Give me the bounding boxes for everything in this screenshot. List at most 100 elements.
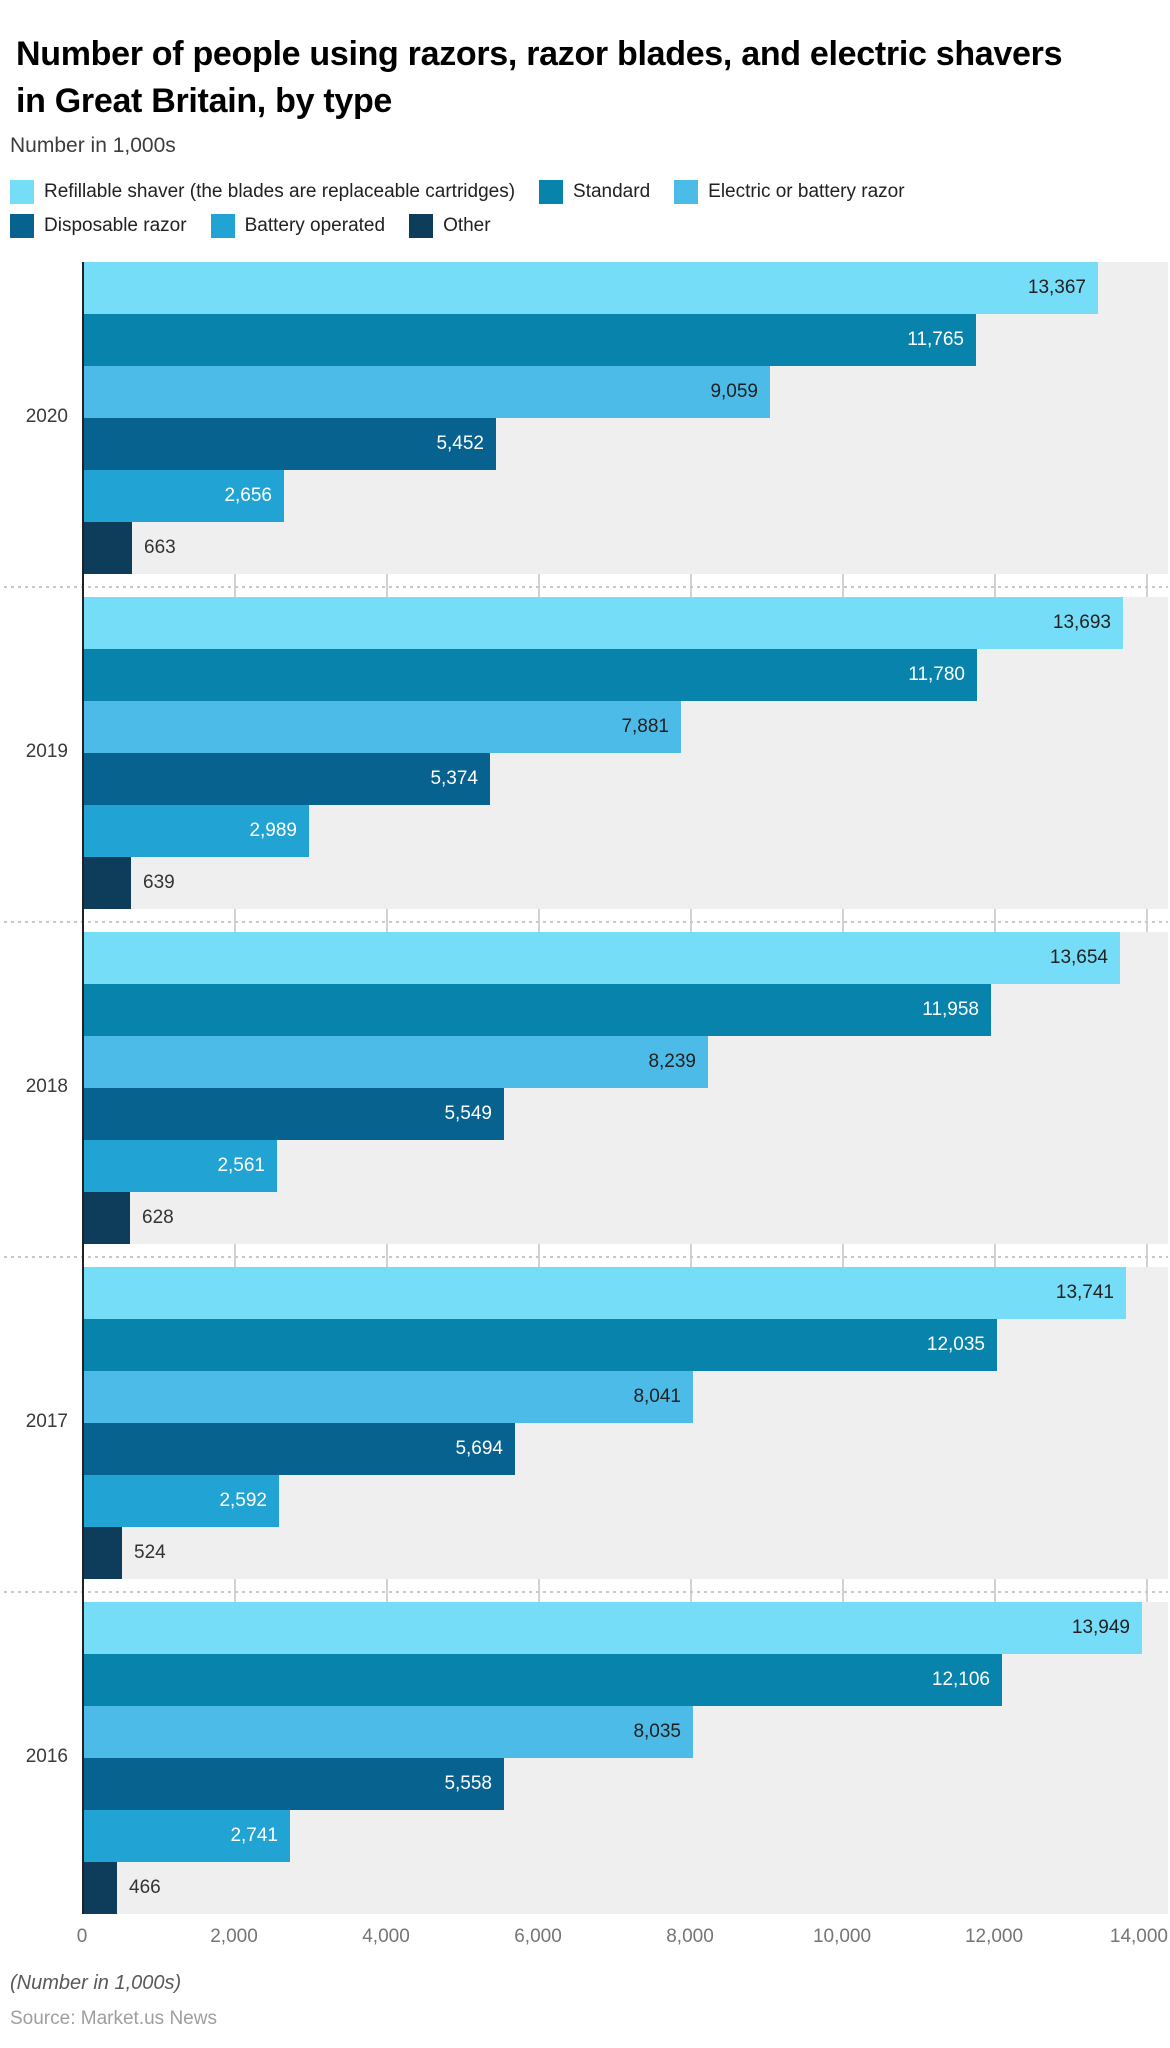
- bar-value-label: 8,239: [648, 1051, 696, 1072]
- legend-swatch: [210, 214, 235, 238]
- bar: [82, 1654, 1002, 1706]
- x-tick-label: 0: [76, 1926, 88, 1947]
- x-tick-label: 8,000: [666, 1926, 714, 1947]
- bar-row: 628: [82, 1192, 1168, 1244]
- bar-row: 13,949: [82, 1602, 1168, 1654]
- bar: [82, 1758, 504, 1810]
- bar-value-label: 13,949: [1071, 1617, 1130, 1638]
- bar: [82, 1036, 708, 1088]
- bar: [82, 1371, 693, 1423]
- x-tick-label: 12,000: [964, 1926, 1024, 1947]
- y-axis-line: [82, 262, 84, 1914]
- bar: [82, 1192, 130, 1244]
- bar-row: 9,059: [82, 366, 1168, 418]
- bar-row: 2,989: [82, 805, 1168, 857]
- bar-row: 11,958: [82, 984, 1168, 1036]
- bar-row: 8,041: [82, 1371, 1168, 1423]
- legend-item: Other: [409, 214, 491, 238]
- bar-row: 5,549: [82, 1088, 1168, 1140]
- bar-value-label: 663: [144, 537, 176, 558]
- bar-row: 2,741: [82, 1810, 1168, 1862]
- legend-swatch: [10, 180, 34, 204]
- bar-value-label: 628: [142, 1207, 174, 1228]
- bar: [82, 1862, 117, 1914]
- bar-row: 8,035: [82, 1706, 1168, 1758]
- bar-value-label: 9,059: [710, 381, 758, 402]
- bar-value-label: 13,367: [1027, 277, 1086, 298]
- legend: Refillable shaver (the blades are replac…: [10, 180, 929, 248]
- legend-swatch: [10, 214, 34, 238]
- bar-row: 7,881: [82, 701, 1168, 753]
- bar-value-label: 12,106: [931, 1669, 990, 1690]
- legend-label: Electric or battery razor: [708, 181, 905, 202]
- legend-swatch: [674, 180, 699, 204]
- bar-row: 2,592: [82, 1475, 1168, 1527]
- bar-value-label: 2,741: [230, 1825, 278, 1846]
- bar-row: 13,367: [82, 262, 1168, 314]
- bar-value-label: 5,452: [436, 433, 484, 454]
- bar: [82, 1602, 1142, 1654]
- chart-subtitle: Number in 1,000s: [10, 134, 176, 157]
- bar: [82, 1267, 1126, 1319]
- bar: [82, 597, 1123, 649]
- bar-value-label: 8,035: [633, 1721, 681, 1742]
- bar: [82, 984, 991, 1036]
- bar: [82, 1140, 277, 1192]
- bar-row: 5,374: [82, 753, 1168, 805]
- group-separator: [4, 1591, 1168, 1593]
- bar: [82, 1475, 279, 1527]
- bar-row: 639: [82, 857, 1168, 909]
- bar-value-label: 2,561: [217, 1155, 265, 1176]
- group-separator: [4, 921, 1168, 923]
- group-separator: [4, 586, 1168, 588]
- plot-group: 13,367 11,765 9,059 5,452 2,656 663: [82, 262, 1168, 574]
- bar-value-label: 8,041: [633, 1386, 681, 1407]
- bar-value-label: 13,654: [1049, 947, 1108, 968]
- legend-label: Other: [443, 215, 491, 236]
- bar-row: 5,452: [82, 418, 1168, 470]
- bar: [82, 932, 1120, 984]
- year-label: 2018: [25, 1076, 68, 1097]
- x-tick-label: 2,000: [210, 1926, 258, 1947]
- bar: [82, 805, 309, 857]
- bar-row: 466: [82, 1862, 1168, 1914]
- footnote: (Number in 1,000s): [10, 1972, 182, 1994]
- bar-value-label: 13,741: [1055, 1282, 1114, 1303]
- bar-value-label: 466: [129, 1877, 161, 1898]
- legend-row: Disposable razor Battery operated Other: [10, 214, 929, 238]
- plot-group: 13,654 11,958 8,239 5,549 2,561 628: [82, 932, 1168, 1244]
- bar-row: 663: [82, 522, 1168, 574]
- legend-label: Standard: [573, 181, 651, 202]
- legend-item: Electric or battery razor: [674, 180, 905, 204]
- bar-row: 13,693: [82, 597, 1168, 649]
- bar-value-label: 12,035: [926, 1334, 985, 1355]
- bar-value-label: 5,549: [444, 1103, 492, 1124]
- x-tick-label: 14,000: [1109, 1926, 1168, 1947]
- legend-swatch: [539, 180, 564, 204]
- bar: [82, 470, 284, 522]
- bar: [82, 522, 132, 574]
- bar: [82, 753, 490, 805]
- year-label: 2016: [25, 1746, 68, 1767]
- bar: [82, 649, 977, 701]
- x-tick-label: 4,000: [362, 1926, 410, 1947]
- bar-value-label: 5,558: [444, 1773, 492, 1794]
- legend-item: Refillable shaver (the blades are replac…: [10, 180, 515, 204]
- bar: [82, 1319, 997, 1371]
- bar-row: 5,694: [82, 1423, 1168, 1475]
- bar: [82, 418, 496, 470]
- bar: [82, 1706, 693, 1758]
- plot-area: 13,367 11,765 9,059 5,452 2,656 663 2020 13,693…: [4, 262, 1168, 1947]
- bar: [82, 1088, 504, 1140]
- bar-row: 12,106: [82, 1654, 1168, 1706]
- bar-value-label: 2,656: [224, 485, 272, 506]
- bar-value-label: 2,592: [219, 1490, 267, 1511]
- legend-swatch: [409, 214, 434, 238]
- bar-value-label: 5,694: [455, 1438, 503, 1459]
- bar: [82, 857, 131, 909]
- year-label: 2019: [25, 741, 68, 762]
- x-tick-label: 6,000: [514, 1926, 562, 1947]
- legend-row: Refillable shaver (the blades are replac…: [10, 180, 929, 204]
- bar-row: 5,558: [82, 1758, 1168, 1810]
